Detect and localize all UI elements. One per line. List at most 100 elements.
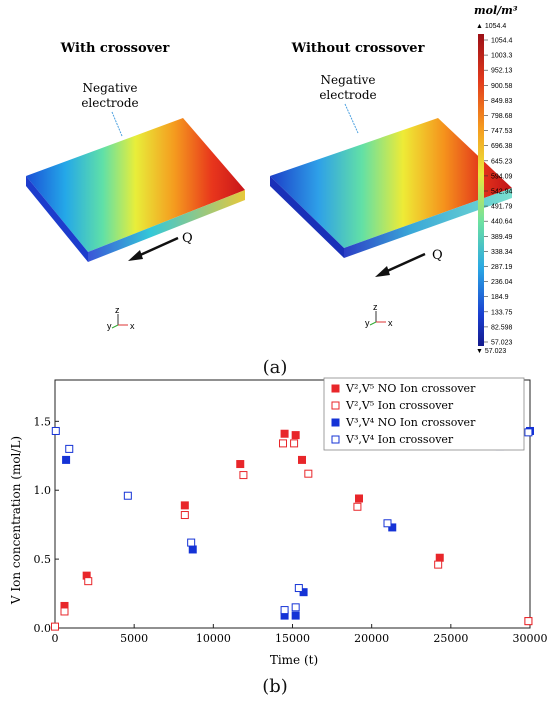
colorbar-tick-label: 133.75: [491, 309, 513, 316]
data-point-series-4: [524, 428, 533, 437]
panel-a-simulation-figure: With crossover Negative electrode Q z y …: [26, 4, 518, 355]
right-electrode-label-2: electrode: [319, 88, 376, 102]
x-axis-label: Time (t): [270, 653, 318, 667]
right-flow-arrowhead: [375, 266, 390, 277]
x-tick-label: 25000: [433, 632, 468, 645]
colorbar-tick-label: 440.64: [491, 219, 513, 226]
colorbar-tick-label: 1003.3: [491, 53, 513, 60]
x-tick-label: 10000: [196, 632, 231, 645]
right-electrode-pointer: [344, 103, 359, 134]
data-point-series-2: [60, 607, 69, 616]
right-axis-triad: z y x: [365, 302, 393, 328]
panel-a-svg: With crossover Negative electrode Q z y …: [26, 4, 518, 355]
left-slab-title: With crossover: [60, 41, 170, 56]
right-electrode-label-1: Negative: [321, 73, 376, 87]
data-point-series-4: [291, 603, 300, 612]
colorbar-tick-label: 747.53: [491, 128, 513, 135]
colorbar-tick-label: 236.04: [491, 279, 513, 286]
legend-marker: [331, 384, 340, 393]
left-slab-top: [26, 118, 245, 252]
colorbar-tick-label: 57.023: [491, 340, 513, 347]
data-point-series-1: [355, 494, 363, 503]
panel-b-chart: V Ion concentration (mol/L) Time (t) 0 50…: [0, 370, 550, 706]
data-point-series-1: [435, 553, 444, 562]
colorbar-tick-label: 696.38: [491, 143, 513, 150]
colorbar-tick-label: 798.68: [491, 113, 513, 120]
data-point-series-3: [62, 455, 71, 464]
data-point-series-4: [294, 584, 303, 593]
right-flow-arrow: [384, 252, 426, 274]
legend-marker: [331, 401, 340, 410]
colorbar-max: ▲ 1054.4: [476, 23, 506, 30]
colorbar-tick-label: 389.49: [491, 234, 513, 241]
x-tick-label: 15000: [275, 632, 310, 645]
left-electrode-label-2: electrode: [81, 96, 138, 110]
colorbar-tick-label: 542.94: [491, 189, 513, 196]
colorbar-gradient: [478, 34, 484, 346]
colorbar-tick-label: 338.34: [491, 249, 513, 256]
data-point-series-3: [291, 611, 300, 620]
left-slab-side: [88, 190, 245, 262]
caption-b: (b): [262, 676, 288, 697]
data-point-series-2: [290, 439, 299, 448]
data-point-series-3: [188, 545, 197, 554]
right-slab-side: [344, 188, 512, 258]
colorbar-tick-label: 491.79: [491, 204, 513, 211]
left-electrode-label-1: Negative: [83, 81, 138, 95]
colorbar-tick-label: 287.19: [491, 264, 513, 271]
legend-box: [323, 377, 525, 451]
svg-text:y: y: [365, 318, 370, 328]
y-tick-label: 1.0: [34, 484, 52, 497]
data-point-series-2: [51, 622, 59, 631]
data-point-series-2: [239, 471, 248, 480]
data-point-series-4: [280, 606, 289, 615]
data-point-series-3: [299, 588, 308, 597]
data-point-series-4: [65, 444, 74, 453]
left-electrode-pointer: [111, 111, 123, 137]
data-point-series-2: [84, 577, 93, 586]
colorbar-tick-label: 594.09: [491, 173, 513, 180]
legend-marker: [331, 435, 340, 444]
colorbar-tick-label: 645.23: [491, 158, 513, 165]
right-flow-label: Q: [432, 248, 443, 263]
data-point-series-2: [304, 469, 313, 478]
caption-a-text: (a): [262, 357, 288, 378]
svg-text:x: x: [130, 321, 135, 331]
colorbar-tick-label: 849.83: [491, 98, 513, 105]
x-tick-label: 20000: [354, 632, 389, 645]
colorbar-unit: mol/m³: [474, 4, 518, 17]
colorbar-tick-label: 82.598: [491, 324, 513, 331]
colorbar-ticks: 1054.4 1003.3 952.13 900.58 849.83 798.68 747.…: [484, 38, 513, 347]
left-slab-front: [26, 176, 88, 262]
x-tick-label: 5000: [120, 632, 148, 645]
x-tick-label: 0: [52, 632, 59, 645]
data-point-series-2: [180, 511, 189, 520]
colorbar-tick-label: 900.58: [491, 83, 513, 90]
legend-label: V²,V⁵ NO Ion crossover: [345, 382, 476, 395]
data-point-series-4: [383, 519, 392, 528]
right-slab-title: Without crossover: [291, 41, 425, 56]
data-point-series-1: [280, 429, 289, 438]
data-point-series-1: [236, 460, 245, 469]
data-point-series-2: [353, 502, 362, 511]
svg-text:y: y: [107, 321, 112, 331]
left-flow-label: Q: [182, 231, 193, 246]
colorbar-tick-label: 952.13: [491, 68, 513, 75]
left-flow-arrowhead: [128, 250, 143, 261]
svg-text:z: z: [373, 302, 378, 312]
left-flow-arrow: [137, 236, 179, 258]
data-point-series-2: [434, 560, 443, 569]
y-tick-label: 0.0: [34, 622, 52, 635]
x-tick-label: 30000: [513, 632, 548, 645]
data-point-series-1: [291, 431, 300, 440]
data-point-series-3: [388, 523, 397, 532]
svg-text:x: x: [388, 318, 393, 328]
data-point-series-4: [187, 538, 196, 547]
data-point-series-4: [123, 491, 132, 500]
colorbar-tick-label: 1054.4: [491, 38, 513, 45]
data-point-series-1: [298, 455, 306, 464]
data-point-series-2: [524, 617, 533, 626]
legend-label: V³,V⁴ NO Ion crossover: [345, 416, 476, 429]
data-point-series-4: [51, 426, 60, 435]
data-point-series-2: [279, 439, 287, 448]
